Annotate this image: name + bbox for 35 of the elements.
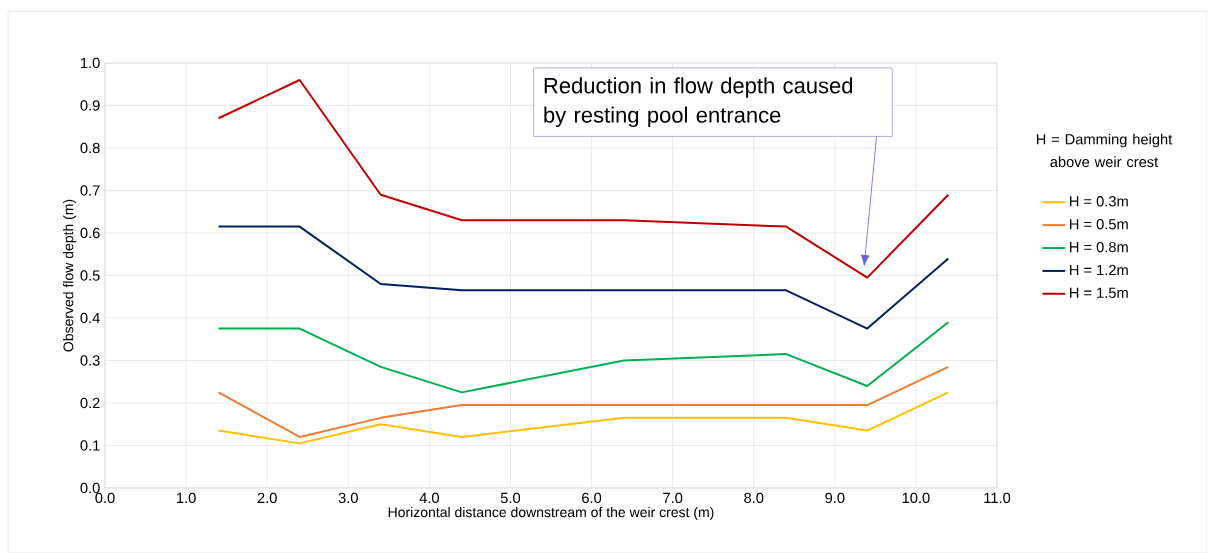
x-tick-label: 0.0: [95, 492, 115, 504]
y-tick-label: 0.4: [80, 312, 100, 324]
annotation: Reduction in flow depth caused by resting pool entrance: [544, 77, 853, 128]
y-tick-label: 0.6: [80, 227, 100, 239]
x-tick-label: 6.0: [582, 492, 602, 504]
y-tick-label: 0.3: [80, 355, 100, 366]
x-tick-label: 9.0: [825, 492, 845, 504]
y-tick-label: 0.5: [80, 270, 100, 281]
y-tick-label: 0.9: [80, 100, 100, 111]
line-series: [217, 78, 950, 279]
x-axis-title: Horizontal distance downstream of the weir crest (m): [388, 506, 714, 520]
legend-label: H = 0.8m: [1070, 241, 1128, 253]
x-tick-label: 10.0: [902, 492, 930, 504]
x-tick-label: 2.0: [257, 492, 277, 504]
legend-label: H = 0.5m: [1070, 219, 1128, 230]
x-tick-label: 8.0: [744, 492, 764, 504]
x-tick-label: 5.0: [500, 492, 521, 504]
line-series: [217, 391, 950, 445]
x-tick-label: 4.0: [419, 492, 439, 504]
y-tick-label: 0.7: [80, 185, 100, 196]
line-series: [217, 321, 950, 394]
x-tick-label: 1.0: [177, 492, 196, 504]
legend-label: H = 0.3m: [1070, 196, 1128, 207]
legend-title: H = Damming height above weir crest: [1036, 133, 1173, 168]
y-tick-label: 0.1: [80, 440, 100, 451]
y-tick-label: 0.0: [80, 482, 100, 494]
x-tick-label: 3.0: [338, 492, 358, 504]
y-tick-label: 1.0: [81, 57, 100, 69]
x-tick-label: 7.0: [663, 492, 683, 504]
legend-label: H = 1.2m: [1070, 264, 1128, 276]
y-tick-label: 0.2: [80, 397, 100, 409]
x-tick-label: 11.0: [984, 492, 1011, 504]
y-tick-label: 0.8: [80, 142, 100, 154]
y-axis-title: Observed flow depth (m): [63, 199, 77, 352]
legend-label: H = 1.5m: [1070, 287, 1128, 298]
